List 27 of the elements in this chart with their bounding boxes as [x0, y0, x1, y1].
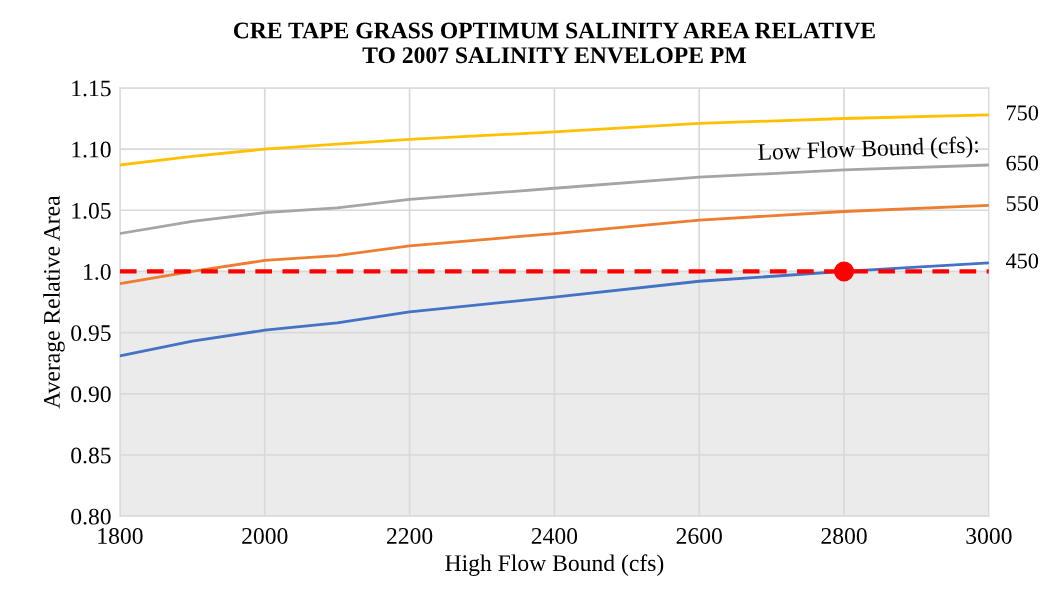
- series-label: 650: [1006, 155, 1039, 171]
- series-label: 750: [1007, 105, 1039, 121]
- y-tick-label: 0.80: [71, 508, 111, 525]
- x-tick-label: 1800: [98, 527, 143, 544]
- series-label: 450: [1005, 253, 1039, 269]
- line-series: [119, 113, 989, 167]
- x-tick-label: 2400: [531, 527, 578, 544]
- y-tick-label: 0.85: [71, 447, 111, 464]
- y-tick-label: 0.90: [71, 386, 111, 403]
- y-tick-label: 1.10: [72, 141, 111, 158]
- line-series: [119, 163, 989, 235]
- x-tick-label: 2800: [821, 527, 867, 544]
- x-tick-label: 2000: [242, 527, 288, 544]
- x-tick-label: 3000: [966, 527, 1012, 544]
- y-tick-label: 0.95: [71, 325, 111, 342]
- y-tick-label: 1.05: [72, 202, 111, 219]
- series-label: 550: [1006, 195, 1039, 211]
- x-axis-title: High Flow Bound (cfs): [445, 554, 664, 576]
- y-axis-title: Average Relative Area: [43, 195, 65, 409]
- line-series: [119, 203, 989, 286]
- y-tick-label: 1.0: [84, 263, 111, 280]
- x-tick-label: 2600: [676, 527, 722, 544]
- annotation: Low Flow Bound (cfs):: [757, 135, 979, 165]
- chart-title: CRE TAPE GRASS OPTIMUM SALINITY AREA RELATIVE TO 2007 SALINITY ENVELOPE PM: [233, 22, 875, 64]
- line-series: [119, 261, 989, 358]
- y-tick-label: 1.15: [72, 80, 111, 97]
- x-tick-label: 2200: [387, 527, 433, 544]
